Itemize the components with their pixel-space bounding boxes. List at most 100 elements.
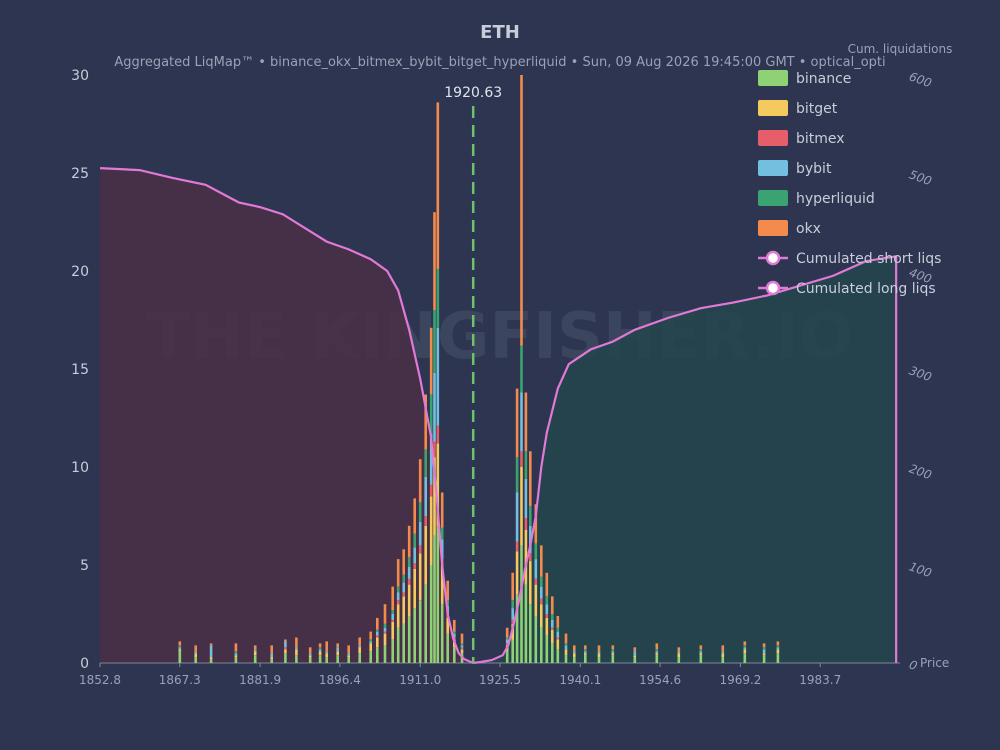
bar-hyperliquid-38 <box>540 576 543 587</box>
bar-okx-15 <box>376 617 379 630</box>
short-liqs-line <box>99 167 474 665</box>
bar-okx-36 <box>529 451 532 507</box>
bar-okx-35 <box>524 392 528 452</box>
legend-swatch-hyperliquid <box>758 190 788 206</box>
y2-tick-label-3: 300 <box>907 363 934 384</box>
bar-bitmex-41 <box>556 637 560 640</box>
bar-binance-13 <box>358 653 361 663</box>
bar-binance-11 <box>336 655 339 663</box>
bar-bitget-11 <box>336 651 339 656</box>
bar-bybit-32 <box>511 608 514 620</box>
bar-binance-4 <box>253 655 257 663</box>
legend: binance bitget bitmex bybit hyperliquid okx Cu… <box>758 70 941 297</box>
legend-swatch-bitget <box>758 100 788 116</box>
bar-bitmex-24 <box>429 484 433 497</box>
bar-bybit-5 <box>270 653 273 658</box>
bar-bybit-8 <box>308 653 312 656</box>
bar-hyperliquid-3 <box>234 651 238 654</box>
bar-bitget-37 <box>534 584 538 616</box>
bar-bitget-42 <box>564 649 568 656</box>
bar-hyperliquid-53 <box>762 647 766 650</box>
bar-binance-54 <box>776 653 780 663</box>
bar-okx-33 <box>515 388 519 458</box>
bar-bitget-25 <box>433 457 436 536</box>
bar-bybit-19 <box>402 582 405 593</box>
bar-okx-19 <box>402 549 405 575</box>
bar-bitget-26 <box>436 443 440 526</box>
bar-binance-19 <box>402 623 405 663</box>
bar-bybit-33 <box>515 492 519 542</box>
bar-bybit-9 <box>318 649 322 652</box>
bar-okx-37 <box>534 504 538 544</box>
bar-okx-27 <box>440 492 444 528</box>
y-tick-label-5: 25 <box>71 166 89 182</box>
bar-okx-54 <box>776 641 780 646</box>
bar-okx-25 <box>433 212 436 311</box>
bar-binance-33 <box>515 594 519 663</box>
bar-bitget-41 <box>556 639 560 650</box>
bar-okx-14 <box>369 631 372 640</box>
bar-hyperliquid-25 <box>433 310 436 373</box>
x-tick-label-1: 1867.3 <box>159 673 201 687</box>
bar-binance-34 <box>520 545 523 663</box>
bar-okx-11 <box>336 643 339 648</box>
bar-bybit-44 <box>584 651 587 654</box>
bar-binance-23 <box>424 584 427 663</box>
bar-bitmex-30 <box>460 647 464 650</box>
bar-okx-52 <box>743 641 747 646</box>
bar-binance-27 <box>440 604 444 663</box>
bar-hyperliquid-9 <box>318 647 322 650</box>
bar-bybit-31 <box>505 639 509 644</box>
bar-binance-52 <box>743 653 747 663</box>
bar-bybit-26 <box>436 327 440 426</box>
bar-hyperliquid-31 <box>505 637 509 640</box>
bar-bitget-40 <box>551 629 554 644</box>
bar-bitget-21 <box>413 568 416 609</box>
bar-binance-46 <box>611 655 615 663</box>
bar-bitmex-39 <box>545 614 549 618</box>
bar-bitget-4 <box>253 651 257 656</box>
bar-bybit-46 <box>611 651 615 654</box>
bar-bybit-51 <box>721 651 725 654</box>
bar-bitget-15 <box>376 637 379 648</box>
bar-binance-39 <box>545 635 549 663</box>
bar-bitget-3 <box>234 655 238 658</box>
bar-binance-51 <box>721 657 725 663</box>
bar-bitget-47 <box>633 655 637 658</box>
bar-hyperliquid-14 <box>369 639 372 642</box>
bar-binance-35 <box>524 584 528 663</box>
current-price-label: 1920.63 <box>444 85 502 101</box>
bar-hyperliquid-54 <box>776 645 780 648</box>
bar-hyperliquid-35 <box>524 451 528 479</box>
bar-okx-26 <box>436 102 440 270</box>
x-tick-label-9: 1983.7 <box>799 673 841 687</box>
bar-binance-10 <box>325 657 328 663</box>
bar-binance-31 <box>505 651 509 663</box>
bar-bybit-42 <box>564 645 568 650</box>
bar-okx-30 <box>460 633 464 644</box>
bar-hyperliquid-24 <box>429 394 433 434</box>
bar-bitmex-40 <box>551 627 554 630</box>
bar-bybit-52 <box>743 647 747 650</box>
y2-tick-label-2: 200 <box>907 461 934 482</box>
bar-binance-5 <box>270 659 273 663</box>
bar-bitmex-34 <box>520 451 523 467</box>
bar-hyperliquid-40 <box>551 614 554 620</box>
x-tick-label-3: 1896.4 <box>319 673 361 687</box>
bar-bybit-24 <box>429 433 433 485</box>
legend-label-bitget: bitget <box>796 101 838 117</box>
bar-okx-10 <box>325 641 328 652</box>
bar-bybit-2 <box>209 645 213 658</box>
bar-hyperliquid-28 <box>446 600 449 607</box>
bar-bybit-29 <box>453 633 456 638</box>
bar-bybit-53 <box>762 649 766 654</box>
bar-hyperliquid-27 <box>440 527 444 540</box>
bar-hyperliquid-19 <box>402 574 405 583</box>
bar-bybit-6 <box>284 641 287 648</box>
bar-binance-9 <box>318 655 322 663</box>
bar-binance-36 <box>529 604 532 663</box>
bar-binance-45 <box>597 657 601 663</box>
bar-hyperliquid-34 <box>520 345 523 393</box>
